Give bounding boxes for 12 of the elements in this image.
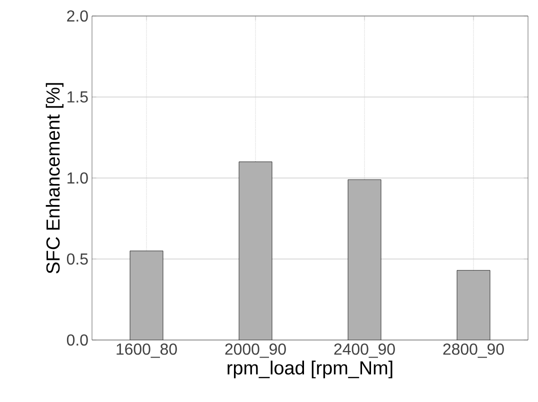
y-tick-label: 1.0 xyxy=(68,172,88,184)
y-tick-label: 0.5 xyxy=(66,253,88,265)
y-tick-label: 1.5 xyxy=(68,91,88,103)
y-axis-title: SFC Enhancement [%] xyxy=(46,83,64,274)
x-tick-label: 2400_90 xyxy=(334,344,395,358)
y-tick-label: 0.0 xyxy=(66,334,88,346)
x-axis-title: rpm_load [rpm_Nm] xyxy=(228,360,392,378)
x-tick-label: 2800_90 xyxy=(443,344,504,358)
x-tick-label: 1600_80 xyxy=(116,344,177,358)
y-tick-label: 2.0 xyxy=(67,10,88,22)
bar xyxy=(456,270,490,340)
x-tick-label: 2000_90 xyxy=(225,344,286,358)
